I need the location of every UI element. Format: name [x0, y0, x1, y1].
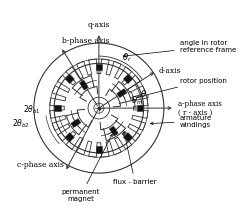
Polygon shape	[117, 89, 127, 98]
Text: $2\theta_{b2}$: $2\theta_{b2}$	[12, 118, 30, 130]
Text: armature
windings: armature windings	[151, 115, 212, 128]
Text: $2\theta_{b1}$: $2\theta_{b1}$	[23, 103, 41, 116]
Polygon shape	[123, 133, 133, 142]
Text: rotor position: rotor position	[137, 78, 227, 98]
Text: q-axis: q-axis	[88, 21, 110, 29]
Polygon shape	[109, 126, 118, 136]
Text: a-phase axis
( r - axis ): a-phase axis ( r - axis )	[178, 99, 221, 117]
Text: b-phase axis: b-phase axis	[62, 37, 110, 45]
Polygon shape	[96, 64, 102, 70]
Text: d-axis: d-axis	[159, 67, 181, 75]
Polygon shape	[137, 105, 143, 111]
Text: c-phase axis: c-phase axis	[17, 161, 64, 169]
Polygon shape	[123, 74, 133, 84]
Polygon shape	[79, 80, 88, 90]
Text: $\theta_m$: $\theta_m$	[131, 95, 143, 107]
Text: flux - barrier: flux - barrier	[113, 132, 157, 185]
Text: $\theta_s$: $\theta_s$	[140, 88, 150, 101]
Polygon shape	[96, 146, 102, 153]
Text: permanent
magnet: permanent magnet	[62, 134, 112, 202]
Polygon shape	[65, 74, 74, 84]
Text: angle in rotor
reference frame: angle in rotor reference frame	[123, 40, 236, 57]
Polygon shape	[65, 133, 74, 142]
Text: $\theta_r$: $\theta_r$	[121, 51, 131, 64]
Polygon shape	[54, 105, 61, 111]
Polygon shape	[71, 119, 81, 127]
